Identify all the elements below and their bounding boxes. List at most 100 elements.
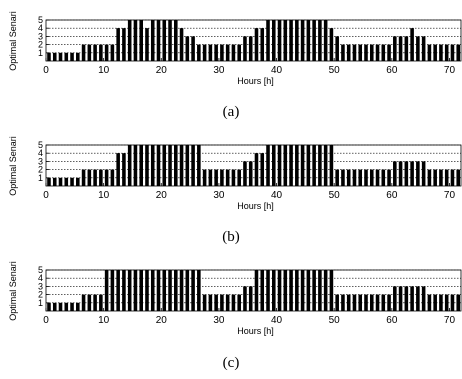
chart-a-bar <box>87 44 92 61</box>
caption-b: (b) <box>222 229 240 245</box>
chart-c-bar <box>127 270 132 311</box>
chart-b-bar <box>52 177 57 186</box>
chart-b-xtick-label: 30 <box>213 190 225 201</box>
chart-b-bar <box>174 145 178 186</box>
chart-b-bar <box>156 145 161 186</box>
chart-a-bar <box>237 44 241 61</box>
chart-a-xtick-label: 40 <box>271 65 283 76</box>
chart-a-bar <box>174 20 178 61</box>
chart-c-bar <box>295 270 299 311</box>
chart-c-bar <box>208 294 213 311</box>
chart-a-bar <box>127 20 132 61</box>
chart-b-bar <box>352 169 357 186</box>
chart-a-ytick-label: 1 <box>38 48 43 58</box>
chart-b-ytick-label: 5 <box>38 140 43 150</box>
chart-c-ytick-label: 2 <box>38 290 43 300</box>
chart-c-bar <box>346 294 351 311</box>
chart-a-bar <box>122 28 126 61</box>
chart-b-bar <box>283 145 288 186</box>
chart-a-bar <box>116 28 120 61</box>
chart-c-bar <box>416 286 420 311</box>
chart-a-bar <box>47 52 51 61</box>
chart-c-bar <box>197 270 201 311</box>
chart-c-bar <box>335 294 339 311</box>
chart-b-xtick-label: 70 <box>444 190 456 201</box>
chart-a-bar <box>110 44 115 61</box>
chart-a-bar <box>214 44 218 61</box>
chart-b-bar <box>99 169 103 186</box>
chart-c-bar <box>179 270 184 311</box>
chart-a-bar <box>231 44 236 61</box>
chart-b-bar <box>231 169 236 186</box>
chart-b-bar <box>300 145 305 186</box>
chart-c-bar <box>150 270 155 311</box>
chart-a-bar <box>398 36 403 61</box>
chart-c-xtick-label: 50 <box>329 315 341 326</box>
chart-b-xlabel: Hours [h] <box>237 201 274 211</box>
chart-a-ytick-label: 5 <box>38 15 43 25</box>
chart-b-xtick-label: 50 <box>329 190 341 201</box>
chart-a-bar <box>312 20 316 61</box>
chart-c-bar <box>277 270 282 311</box>
chart-b-ytick-label: 4 <box>38 148 43 158</box>
chart-c-bar <box>202 294 207 311</box>
chart-a-bar <box>225 44 230 61</box>
chart-a-bar <box>168 20 172 61</box>
chart-c-bar <box>104 270 109 311</box>
chart-a-bar <box>358 44 363 61</box>
chart-a-bar <box>444 44 449 61</box>
chart-c-bar <box>369 294 374 311</box>
chart-c-bar <box>450 294 455 311</box>
chart-a-bar <box>185 36 190 61</box>
chart-a-bar <box>352 44 357 61</box>
chart-c-bar <box>185 270 190 311</box>
chart-b-ytick-label: 3 <box>38 156 43 166</box>
chart-b-bar <box>70 177 74 186</box>
chart-c-bar <box>300 270 305 311</box>
chart-a-bar <box>243 36 247 61</box>
chart-b-bar <box>318 145 322 186</box>
chart-panel-b: 1 2 3 4 5 0 10 20 30 40 50 60 70 Hours [h] Optimal Sen… <box>0 136 462 243</box>
chart-c-bar <box>266 270 270 311</box>
chart-a-bar <box>381 44 386 61</box>
chart-c-xtick-label: 20 <box>156 315 168 326</box>
chart-b-bar <box>104 169 109 186</box>
chart-a-bar <box>179 28 184 61</box>
chart-a-bar <box>52 52 57 61</box>
chart-a-bar <box>335 36 339 61</box>
chart-c-bar <box>404 286 409 311</box>
chart-b-bar <box>122 153 126 186</box>
chart-c-bar <box>87 294 92 311</box>
chart-c-bar <box>156 270 161 311</box>
chart-c-bar <box>133 270 138 311</box>
chart-a-axes-frame <box>45 19 462 62</box>
chart-panel-c: 1 2 3 4 5 0 10 20 30 40 50 60 70 Hours [h] Optimal Sen… <box>0 261 462 368</box>
chart-c-ylabel: Optimal Senario <box>8 261 18 321</box>
chart-b-bar <box>416 161 420 186</box>
chart-b-bar <box>427 169 432 186</box>
chart-a-bar <box>410 28 414 61</box>
chart-c-bar <box>283 270 288 311</box>
chart-b-bar <box>81 169 86 186</box>
chart-b-bar <box>295 145 299 186</box>
chart-c-bar <box>364 294 368 311</box>
chart-a-bar <box>375 44 380 61</box>
chart-a-bar <box>341 44 345 61</box>
chart-c-bar <box>358 294 363 311</box>
chart-b-bar <box>369 169 374 186</box>
chart-b-bar <box>341 169 345 186</box>
chart-b-bar <box>450 169 455 186</box>
chart-b-xtick-label: 10 <box>98 190 110 201</box>
chart-a-bar <box>387 44 391 61</box>
chart-c-bar <box>398 286 403 311</box>
chart-b-bar <box>277 145 282 186</box>
chart-a-bar <box>162 20 167 61</box>
chart-a-xtick-label: 30 <box>213 65 225 76</box>
chart-b-bar <box>58 177 63 186</box>
chart-a-bar <box>81 44 86 61</box>
chart-a-bar <box>271 20 276 61</box>
chart-c-bar <box>191 270 195 311</box>
chart-b-bar <box>266 145 270 186</box>
chart-a-bar <box>283 20 288 61</box>
